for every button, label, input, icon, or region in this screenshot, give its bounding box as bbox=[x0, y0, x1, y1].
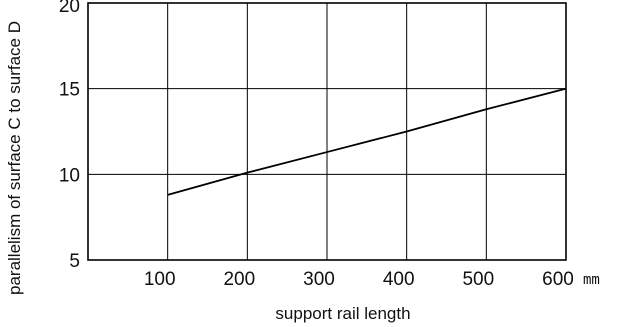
y-tick-label-10: 10 bbox=[59, 165, 80, 186]
y-tick-label-20: 20 bbox=[59, 0, 80, 17]
x-tick-label-300: 300 bbox=[303, 269, 335, 290]
x-tick-label-400: 400 bbox=[383, 269, 415, 290]
x-tick-label-500: 500 bbox=[462, 269, 494, 290]
series-line-0 bbox=[167, 87, 567, 196]
y-tick-labels: 5 10 15 20 bbox=[59, 0, 80, 272]
plot-border bbox=[87, 2, 567, 261]
grid bbox=[88, 3, 566, 260]
y-axis-title: parallelism of surface C to surface D bbox=[5, 21, 24, 295]
y-tick-label-5: 5 bbox=[69, 251, 80, 272]
x-tick-label-100: 100 bbox=[144, 269, 176, 290]
x-tick-label-600: 600 bbox=[542, 269, 574, 290]
x-axis-unit: mm bbox=[583, 272, 600, 288]
x-tick-labels: 100 200 300 400 500 600 bbox=[144, 269, 574, 290]
series-group bbox=[167, 87, 567, 196]
plot-frame bbox=[87, 2, 567, 261]
y-tick-label-15: 15 bbox=[59, 80, 80, 101]
x-axis-title: support rail length bbox=[275, 304, 410, 323]
x-tick-label-200: 200 bbox=[223, 269, 255, 290]
